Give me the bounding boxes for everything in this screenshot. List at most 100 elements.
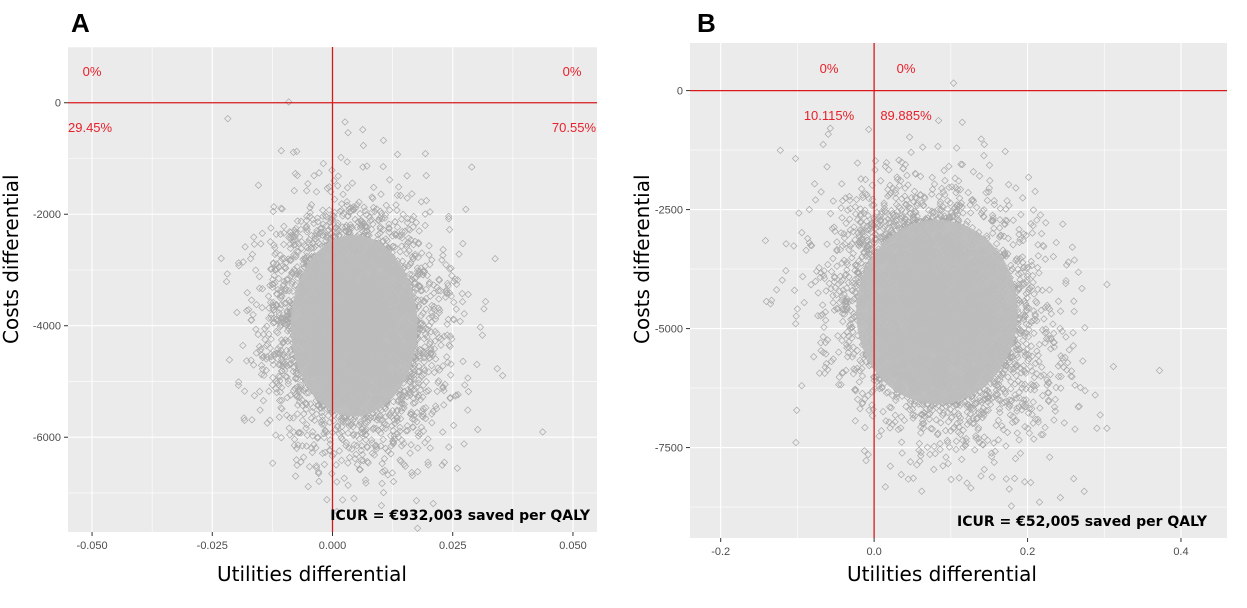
data-point bbox=[419, 321, 427, 330]
data-point bbox=[422, 171, 430, 180]
data-point bbox=[323, 495, 331, 504]
data-point bbox=[424, 325, 432, 334]
data-point bbox=[302, 424, 310, 432]
data-point bbox=[257, 370, 266, 379]
data-point bbox=[266, 298, 275, 306]
data-point bbox=[277, 383, 286, 392]
data-point bbox=[340, 474, 348, 482]
data-point bbox=[439, 428, 447, 436]
data-point bbox=[377, 209, 386, 218]
panel-a-x-tick-label: 0.000 bbox=[319, 540, 347, 552]
data-point bbox=[385, 224, 393, 232]
data-point bbox=[402, 427, 410, 435]
data-point bbox=[261, 335, 269, 344]
data-point bbox=[396, 248, 404, 256]
data-point bbox=[458, 298, 467, 306]
data-point bbox=[269, 319, 277, 327]
data-point bbox=[404, 385, 412, 394]
data-point bbox=[323, 227, 332, 235]
data-point bbox=[255, 284, 264, 292]
data-point bbox=[313, 434, 322, 442]
data-point bbox=[298, 416, 307, 425]
data-point bbox=[417, 311, 425, 320]
data-point bbox=[357, 446, 365, 455]
data-point bbox=[431, 337, 439, 345]
data-point bbox=[388, 422, 396, 430]
data-point bbox=[304, 180, 312, 188]
data-point bbox=[303, 248, 311, 257]
data-point bbox=[314, 469, 323, 478]
data-point bbox=[350, 414, 359, 423]
data-point bbox=[286, 298, 294, 306]
data-point bbox=[359, 163, 367, 171]
data-point bbox=[234, 381, 243, 389]
data-point bbox=[254, 330, 262, 339]
data-point bbox=[381, 444, 390, 453]
data-point bbox=[292, 224, 300, 233]
data-point bbox=[434, 364, 442, 372]
data-point bbox=[264, 292, 273, 300]
data-point bbox=[343, 197, 351, 206]
data-point bbox=[367, 436, 376, 444]
data-point bbox=[252, 266, 260, 274]
data-point bbox=[462, 205, 470, 214]
data-point bbox=[283, 275, 291, 283]
data-point bbox=[387, 442, 396, 450]
data-point bbox=[442, 261, 450, 269]
data-point bbox=[439, 251, 447, 260]
data-point bbox=[306, 208, 314, 217]
data-point bbox=[347, 207, 355, 215]
data-point bbox=[389, 477, 398, 486]
data-point bbox=[269, 361, 278, 369]
data-point bbox=[400, 460, 408, 468]
data-point bbox=[320, 460, 329, 469]
data-point bbox=[392, 230, 400, 238]
data-point bbox=[363, 457, 372, 466]
data-point bbox=[325, 446, 334, 455]
data-point bbox=[369, 425, 377, 433]
data-point bbox=[454, 390, 462, 399]
data-point bbox=[422, 387, 431, 396]
data-point bbox=[339, 209, 348, 218]
panel-a-x-tick-label: -0.050 bbox=[76, 540, 107, 552]
data-point bbox=[412, 496, 421, 505]
data-point bbox=[426, 208, 434, 216]
data-point bbox=[353, 201, 361, 209]
data-point bbox=[338, 212, 347, 220]
data-point bbox=[421, 210, 429, 218]
data-point bbox=[423, 333, 431, 341]
data-point bbox=[381, 214, 389, 222]
data-point bbox=[304, 238, 312, 246]
data-point bbox=[460, 440, 468, 448]
data-point bbox=[443, 320, 451, 328]
data-point bbox=[382, 421, 391, 429]
data-point bbox=[425, 321, 433, 330]
data-point bbox=[408, 276, 416, 284]
data-point bbox=[413, 383, 421, 392]
data-point bbox=[265, 314, 273, 322]
data-point bbox=[355, 421, 363, 429]
data-point bbox=[310, 244, 318, 252]
data-point bbox=[447, 292, 455, 300]
data-point bbox=[263, 419, 271, 427]
data-point bbox=[304, 482, 312, 491]
data-point bbox=[382, 412, 390, 421]
data-point bbox=[291, 375, 300, 383]
data-point bbox=[281, 353, 289, 361]
data-point bbox=[338, 223, 347, 231]
data-point bbox=[302, 442, 311, 450]
data-point bbox=[262, 355, 271, 363]
data-point bbox=[379, 488, 388, 497]
data-point bbox=[263, 353, 271, 361]
data-point bbox=[241, 243, 249, 251]
data-point bbox=[422, 305, 430, 313]
data-point bbox=[428, 410, 436, 418]
data-point bbox=[334, 172, 342, 180]
data-point bbox=[265, 330, 273, 338]
data-point bbox=[272, 230, 280, 238]
data-point bbox=[378, 215, 386, 223]
data-point bbox=[291, 390, 300, 399]
data-point bbox=[435, 306, 444, 314]
data-point bbox=[421, 343, 429, 351]
